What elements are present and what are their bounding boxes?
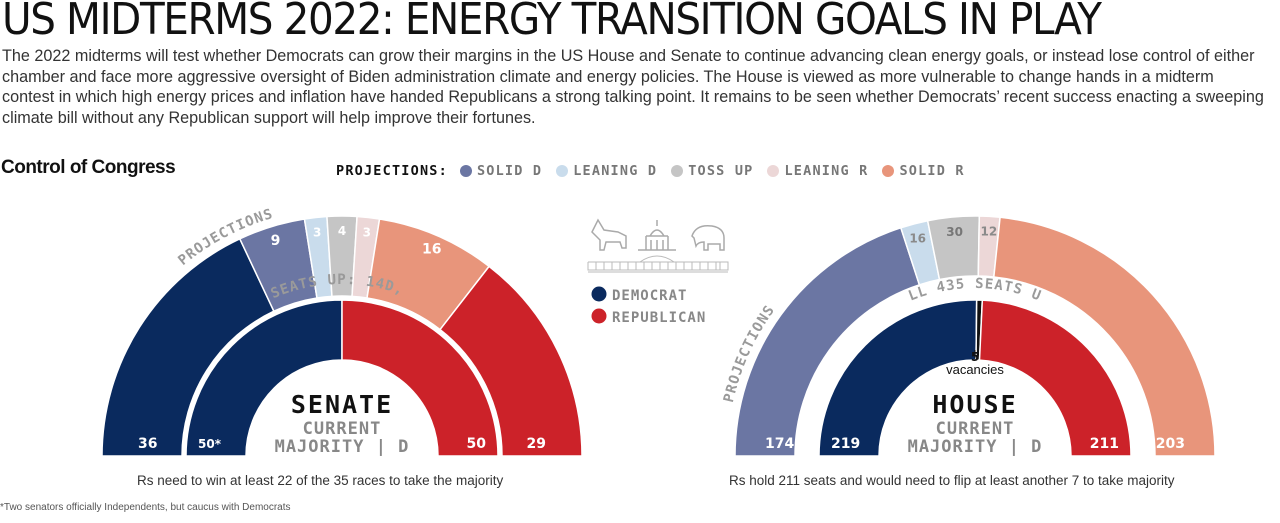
headline: US MIDTERMS 2022: ENERGY TRANSITION GOAL…	[2, 0, 1102, 45]
senate-projection-value-label: 36	[138, 436, 157, 452]
senate-current-value-label: 50*	[198, 437, 222, 451]
senate-projection-value-label: 4	[338, 224, 346, 238]
legend-swatch	[882, 165, 895, 177]
legend-label: TOSS UP	[688, 163, 754, 179]
house-vacancies-count: 5	[971, 350, 979, 364]
house-projection-value-label: 203	[1156, 436, 1185, 452]
house-caption: Rs hold 211 seats and would need to flip…	[729, 473, 1175, 488]
senate-current-segment	[341, 299, 499, 457]
legend-title: PROJECTIONS:	[336, 163, 448, 179]
party-legend: DEMOCRAT REPUBLICAN	[591, 286, 706, 326]
house-projection-segment	[992, 216, 1216, 457]
elephant-icon	[691, 224, 725, 251]
footnote: *Two senators officially Independents, b…	[0, 502, 291, 513]
senate-projection-value-label: 3	[363, 225, 371, 239]
house-subtitle-line1: CURRENT	[936, 419, 1015, 439]
senate-projection-segment	[439, 265, 583, 457]
house-current-segment	[978, 299, 1132, 457]
senate-projection-value-label: 3	[313, 225, 321, 239]
house-projection-value-label: 30	[946, 225, 963, 239]
senate-current-segment	[185, 299, 343, 457]
deck-paragraph: The 2022 midterms will test whether Demo…	[2, 47, 1264, 127]
house-current-value-label: 219	[831, 436, 860, 452]
senate-projection-value-label: 16	[422, 242, 441, 258]
senate-subtitle-line2: MAJORITY | D	[275, 437, 410, 457]
house-current-segment	[818, 299, 978, 457]
party-label-republican: REPUBLICAN	[612, 310, 706, 326]
party-swatch-democrat	[591, 286, 607, 302]
party-label-democrat: DEMOCRAT	[612, 288, 687, 304]
house-projection-value-label: 16	[909, 231, 926, 245]
senate-projection-value-label: 9	[271, 233, 281, 249]
house-current-value-label: 211	[1090, 436, 1119, 452]
senate-projection-value-label: 29	[527, 436, 546, 452]
house-projection-value-label: 174	[765, 436, 794, 452]
party-swatch-republican	[591, 308, 607, 324]
legend-swatch	[556, 165, 569, 177]
senate-title: SENATE	[291, 390, 393, 419]
projections-legend: PROJECTIONS: SOLID D LEANING D TOSS UP L…	[336, 163, 979, 179]
legend-label: LEANING R	[784, 163, 869, 179]
house-projection-value-label: 12	[981, 224, 998, 238]
legend-label: LEANING D	[573, 163, 658, 179]
legend-item-toss-up: TOSS UP	[671, 163, 753, 179]
senate-subtitle-line1: CURRENT	[303, 419, 382, 439]
section-title: Control of Congress	[1, 157, 176, 178]
house-subtitle-line2: MAJORITY | D	[908, 437, 1043, 457]
center-icons	[587, 218, 729, 273]
legend-item-solid-d: SOLID D	[459, 163, 543, 179]
legend-label: SOLID R	[899, 163, 965, 179]
legend-item-solid-r: SOLID R	[882, 163, 964, 179]
legend-item-leaning-r: LEANING R	[767, 163, 868, 179]
donkey-icon	[591, 218, 627, 251]
legend-item-leaning-d: LEANING D	[556, 163, 657, 179]
house-vacancies-label: vacancies	[946, 362, 1004, 377]
legend-label: SOLID D	[476, 163, 543, 179]
capitol-icon	[638, 220, 676, 251]
buildings-strip-icon	[587, 255, 729, 273]
house-title: HOUSE	[932, 390, 1017, 419]
senate-caption: Rs need to win at least 22 of the 35 rac…	[137, 473, 504, 488]
legend-swatch	[671, 165, 684, 177]
legend-swatch	[459, 165, 472, 177]
senate-current-value-label: 50	[467, 436, 487, 452]
legend-swatch	[767, 165, 780, 177]
